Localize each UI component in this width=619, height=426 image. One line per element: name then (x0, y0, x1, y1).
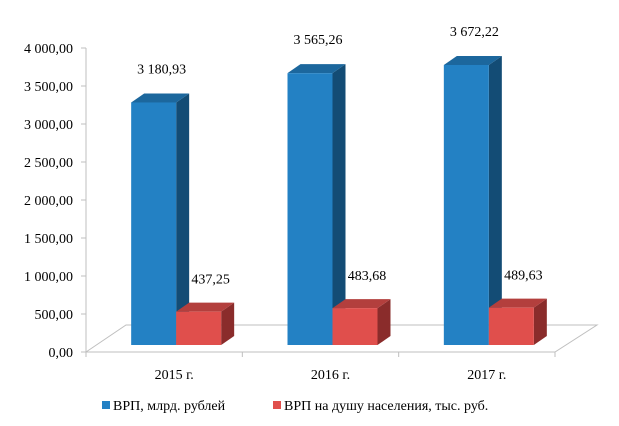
bar-top (332, 299, 391, 309)
data-label: 3 565,26 (294, 33, 343, 48)
y-tick-label: 1 500,00 (24, 232, 73, 247)
bar-1 (131, 102, 177, 345)
y-tick-label: 1 000,00 (24, 270, 73, 285)
bar-side (377, 299, 391, 345)
bar-side (488, 55, 502, 345)
bar-side (176, 93, 190, 345)
legend-swatch (273, 401, 281, 409)
data-label: 483,68 (348, 269, 387, 284)
bar-side (221, 302, 235, 345)
legend-label: ВРП на душу населения, тыс. руб. (284, 399, 488, 414)
y-tick-label: 3 500,00 (24, 80, 73, 95)
bar-top (131, 93, 190, 103)
y-tick-label: 2 500,00 (24, 156, 73, 171)
bar-side (533, 298, 547, 345)
legend-label: ВРП, млрд. рублей (113, 399, 226, 414)
y-tick-label: 2 000,00 (24, 194, 73, 209)
data-label: 437,25 (191, 273, 230, 288)
bar-top (287, 64, 346, 74)
bar-2 (176, 311, 222, 345)
y-tick-label: 0,00 (49, 346, 74, 361)
bar-2 (488, 307, 534, 345)
data-label: 489,63 (504, 269, 543, 284)
x-tick-label: 2016 г. (311, 368, 350, 383)
legend-swatch (102, 401, 110, 409)
data-label: 3 672,22 (450, 25, 499, 40)
y-tick-label: 500,00 (35, 308, 74, 323)
bar-top (443, 55, 502, 65)
x-tick-label: 2017 г. (467, 368, 506, 383)
y-tick-label: 3 000,00 (24, 118, 73, 133)
bar-top (488, 298, 547, 308)
bar-1 (443, 64, 489, 345)
x-tick-label: 2015 г. (155, 368, 194, 383)
bar-2 (332, 308, 378, 345)
y-tick-label: 4 000,00 (24, 42, 73, 57)
bar-top (176, 302, 235, 312)
bar-1 (287, 73, 333, 345)
bar-side (332, 64, 346, 345)
data-label: 3 180,93 (137, 62, 186, 77)
